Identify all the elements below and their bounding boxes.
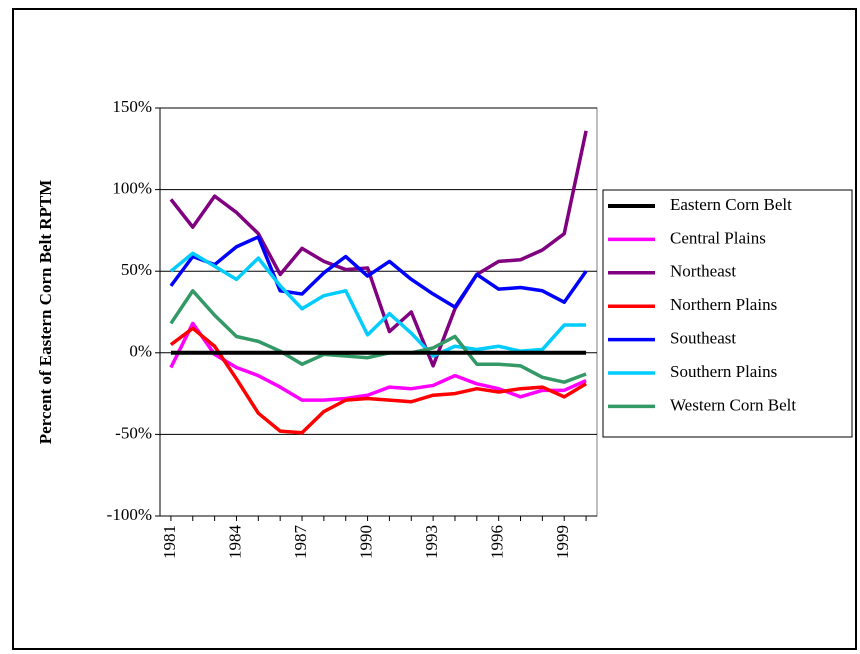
- legend-label: Northern Plains: [670, 295, 777, 314]
- y-tick-label: 0%: [129, 342, 152, 361]
- series-line: [169, 235, 588, 309]
- x-tick-label: 1987: [291, 525, 310, 560]
- y-tick-label: -100%: [107, 505, 152, 524]
- series-line: [169, 130, 588, 368]
- plot-area: [159, 107, 598, 517]
- series-line: [169, 289, 587, 384]
- x-tick-label: 1981: [160, 525, 179, 559]
- legend-label: Eastern Corn Belt: [670, 195, 792, 214]
- x-tick-label: 1990: [356, 525, 375, 559]
- legend-label: Western Corn Belt: [670, 395, 796, 414]
- x-tick-label: 1999: [553, 525, 572, 559]
- series-line: [169, 326, 587, 435]
- y-tick-label: -50%: [115, 423, 152, 442]
- y-axis-title: Percent of Eastern Corn Belt RPTM: [36, 180, 55, 445]
- x-tick-label: 1993: [422, 525, 441, 559]
- y-tick-label: 50%: [121, 260, 152, 279]
- legend-label: Southern Plains: [670, 362, 777, 381]
- series-line: [169, 251, 587, 358]
- series-line: [169, 321, 587, 402]
- y-tick-label: 100%: [112, 179, 152, 198]
- legend-box: [602, 189, 853, 438]
- legend-label: Northeast: [670, 262, 736, 281]
- x-tick-label: 1996: [488, 525, 507, 559]
- legend-label: Southeast: [670, 329, 736, 348]
- x-tick-label: 1984: [225, 525, 244, 560]
- y-tick-label: 150%: [112, 97, 152, 116]
- legend-label: Central Plains: [670, 228, 766, 247]
